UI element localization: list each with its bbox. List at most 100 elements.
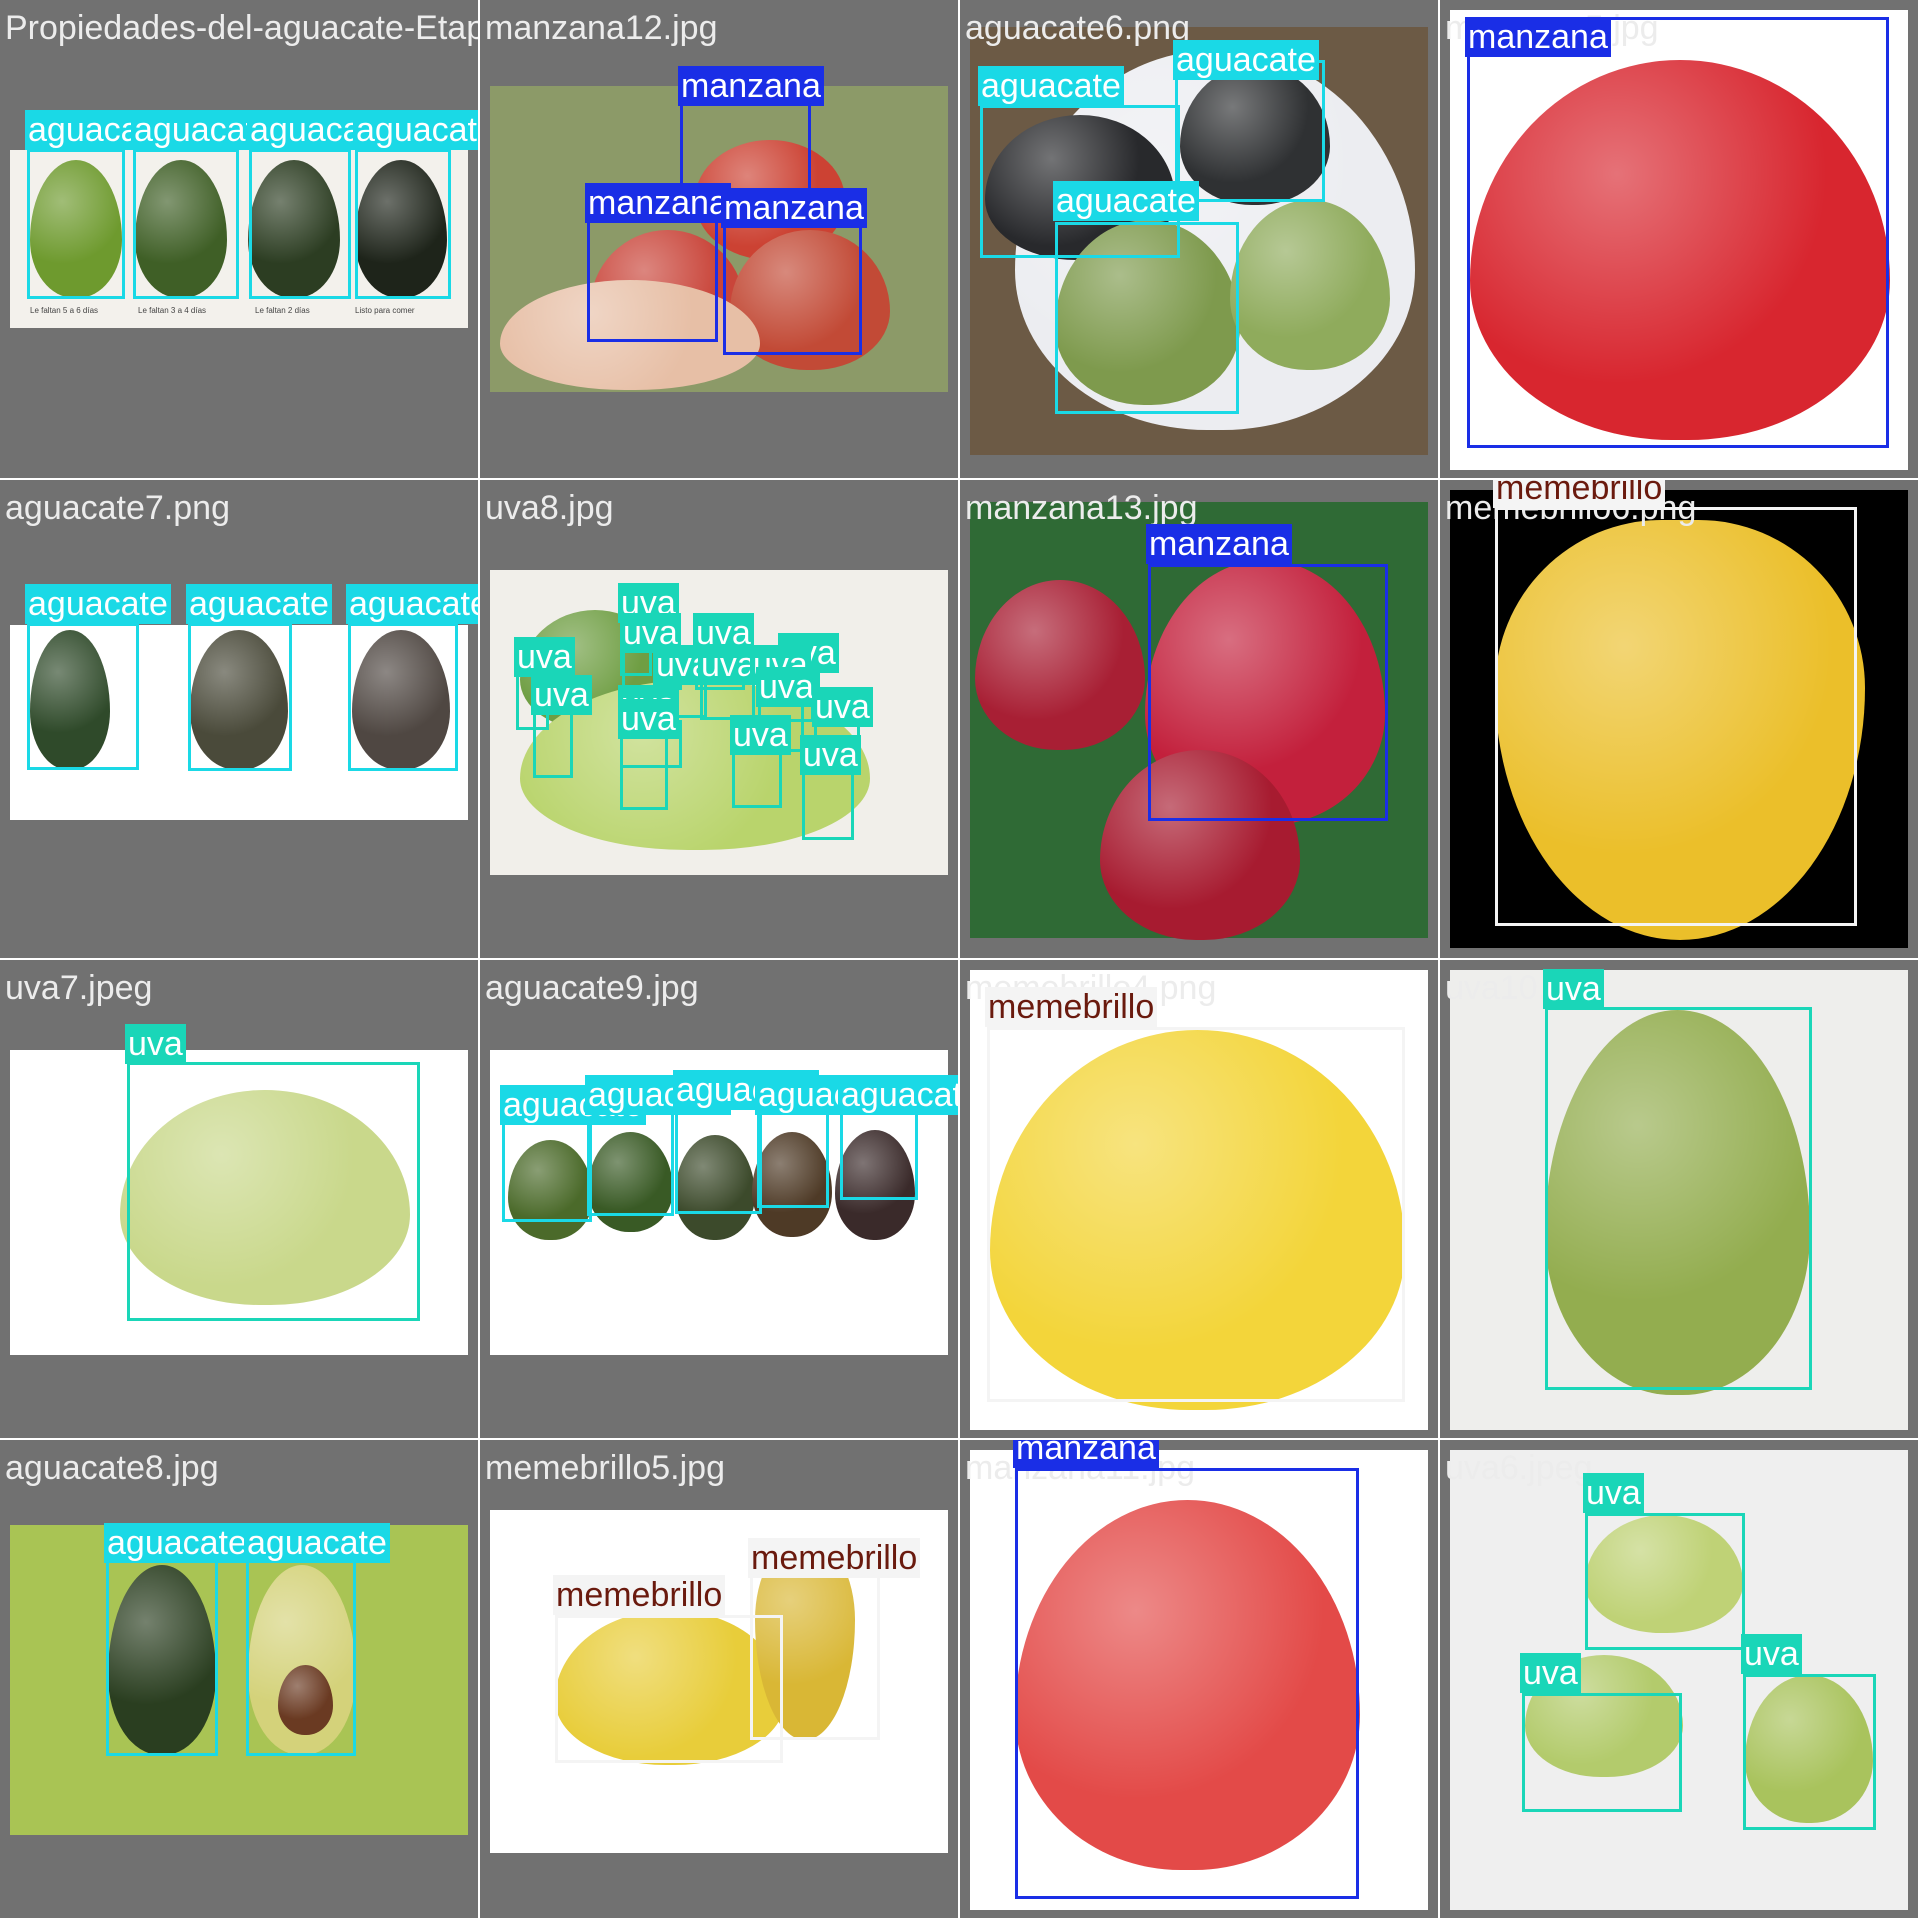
filename-label: aguacate8.jpg [5,1449,219,1487]
detection-label-manzana: manzana [1013,1440,1159,1468]
fruit-shape [1495,520,1865,940]
bounding-box-memebrillo [555,1615,783,1763]
image-tile: manzana13.jpg manzana [960,480,1438,958]
fruit-shape [1745,1675,1873,1823]
fruit-shape [675,1135,755,1240]
bounding-box-aguacate [27,623,139,770]
bounding-box-manzana [723,222,862,355]
bounding-box-aguacate [502,1118,592,1222]
detection-label-uva: uva [800,735,861,775]
detection-label-uva: uva [514,637,575,677]
detection-label-aguacate: aguacate [25,584,171,624]
fruit-shape [1545,1010,1810,1395]
image-tile: aguacate8.jpg aguacate aguacate [0,1440,478,1918]
detection-label-uva: uva [1741,1634,1802,1674]
detection-label-aguacate: aguacate [1053,181,1199,221]
fruit-shape [30,160,122,298]
detection-label-uva: uva [531,675,592,715]
detection-label-aguacate: aguacate [104,1523,250,1563]
fruit-shape [190,630,288,770]
bounding-box-aguacate [133,149,239,299]
image-tile: aguacate7.png aguacate aguacate aguacate [0,480,478,958]
fruit-shape [508,1140,593,1240]
bounding-box-aguacate [675,1105,762,1214]
bounding-box-uva [732,750,782,808]
fruit-shape [135,160,227,298]
fruit-shape [752,1132,832,1237]
filename-label: aguacate6.png [965,9,1190,47]
image-tile: uva10.jpg uva [1440,960,1918,1438]
fruit-shape [120,1090,410,1305]
detection-label-manzana: manzana [585,183,731,223]
bounding-box-aguacate [587,1110,674,1216]
photo-caption: Le faltan 2 días [255,306,310,315]
image-tile: memebrillo5.jpg memebrillo memebrillo [480,1440,958,1918]
detection-label-uva: uva [1543,969,1604,1009]
bounding-box-memebrillo [1495,507,1857,926]
image-tile: manzana12.jpg manzana manzana manzana [480,0,958,478]
detection-label-uva: uva [812,687,873,727]
bounding-box-manzana [587,217,718,342]
bounding-box-uva [1522,1693,1682,1812]
image-tile: aguacate6.png aguacate aguacate aguacate [960,0,1438,478]
bounding-box-aguacate [1055,222,1239,414]
photo-caption: Le faltan 3 a 4 días [138,306,207,315]
image-tile: manzana11.jpg manzana [960,1440,1438,1918]
fruit-shape [352,630,450,770]
detection-label-uva: uva [1520,1653,1581,1693]
bounding-box-memebrillo [987,1027,1405,1402]
fruit-shape [1015,1500,1360,1870]
image-tile: Le faltan 5 a 6 días Le faltan 3 a 4 días… [0,0,478,478]
detection-label-aguacate: aguacate [838,1075,958,1115]
image-tile: uva6.jpeg uva uva uva [1440,1440,1918,1918]
detection-label-uva: uva [618,699,679,739]
bounding-box-uva [1585,1513,1745,1650]
bounding-box-uva [620,736,668,810]
bounding-box-uva [533,710,573,778]
detection-label-uva: uva [125,1024,186,1064]
bounding-box-aguacate [249,149,351,299]
photo [10,1525,468,1835]
bounding-box-manzana [1015,1468,1359,1899]
detection-label-memebrillo: memebrillo [985,987,1158,1027]
detection-label-manzana: manzana [721,188,867,228]
fruit-shape [1180,65,1330,205]
fruit-shape [1585,1515,1743,1633]
filename-label: Propiedades-del-aguacate-Etapas-Madurez.… [5,9,478,47]
fruit-shape [1100,750,1300,940]
bounding-box-aguacate [355,149,451,299]
detection-label-uva: uva [698,645,759,685]
bounding-box-aguacate [27,149,125,299]
detection-label-uva: uva [1583,1473,1644,1513]
fruit-shape [1470,60,1890,440]
filename-label: uva6.jpeg [1445,1449,1593,1487]
photo-caption: Listo para comer [355,306,415,315]
fruit-shape [355,160,447,298]
photo-caption: Le faltan 5 a 6 días [30,306,99,315]
detection-label-aguacate: aguacate [244,1523,390,1563]
bounding-box-uva [127,1062,420,1321]
bounding-box-uva [1743,1674,1876,1830]
image-tile: uva8.jpg uva uva uva uva uva uva uva uva uva uva uv… [480,480,958,958]
detection-label-aguacate: aguacate [346,584,478,624]
fruit-shape [1230,200,1390,370]
filename-label: manzana12.jpg [485,9,718,47]
bounding-box-aguacate [106,1560,218,1756]
detection-label-manzana: manzana [1146,524,1292,564]
fruit-shape [835,1130,915,1240]
detection-label-uva: uva [756,667,817,707]
detection-label-memebrillo: memebrillo [748,1538,921,1578]
bounding-box-memebrillo [750,1570,880,1740]
fruit-shape [278,1665,333,1735]
image-tile: memebrillo6.png memebrillo [1440,480,1918,958]
bounding-box-manzana [1467,17,1889,448]
detection-label-aguacate: aguacate [978,66,1124,106]
fruit-shape [1055,220,1240,405]
bounding-box-aguacate [840,1102,918,1200]
bounding-box-uva [700,680,755,720]
bounding-box-aguacate [757,1102,829,1208]
bounding-box-manzana [1148,564,1388,821]
